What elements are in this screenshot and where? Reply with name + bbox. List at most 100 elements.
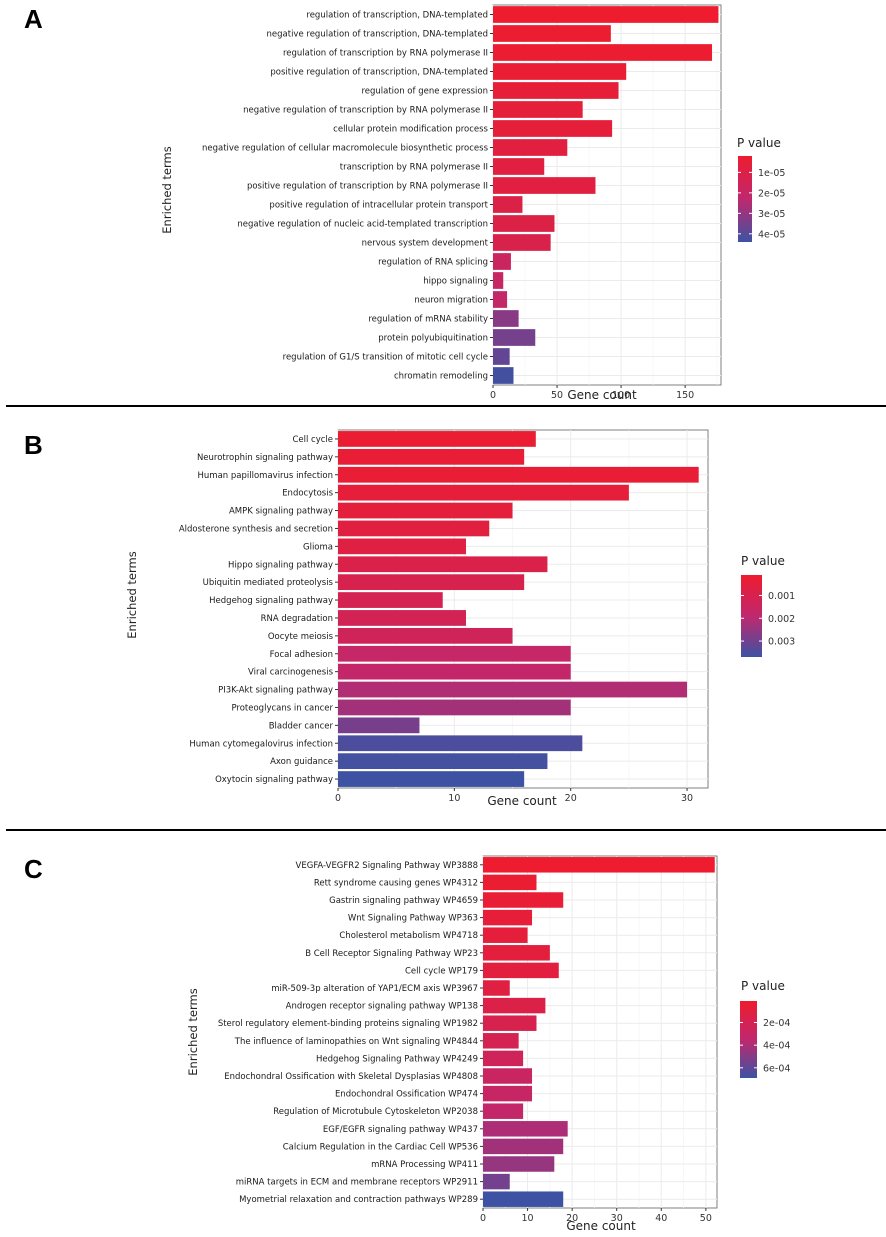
bar — [338, 592, 443, 608]
category-label: hippo signaling — [423, 277, 488, 287]
bar — [483, 1085, 533, 1102]
category-label: Hedgehog signaling pathway — [209, 596, 333, 606]
category-label: negative regulation of cellular macromol… — [202, 144, 489, 154]
y-axis-title: Enriched terms — [125, 551, 139, 638]
category-label: mRNA Processing WP411 — [371, 1160, 478, 1170]
bar — [493, 25, 611, 42]
bar — [338, 610, 466, 626]
panel-letter: B — [24, 430, 43, 460]
bar — [483, 1103, 524, 1119]
category-label: Regulation of Microtubule Cytoskeleton W… — [273, 1107, 478, 1117]
bar — [493, 367, 514, 384]
legend-title: P value — [741, 979, 785, 993]
category-label: Neurotrophin signaling pathway — [197, 453, 333, 463]
bar — [493, 177, 596, 194]
category-label: Cell cycle — [292, 435, 333, 445]
y-axis-title: Enriched terms — [160, 146, 174, 233]
category-label: Calcium Regulation in the Cardiac Cell W… — [283, 1142, 478, 1152]
bar — [338, 717, 420, 734]
bar — [493, 82, 619, 99]
category-label: nervous system development — [362, 239, 489, 249]
bar — [493, 291, 508, 308]
category-label: Human papillomavirus infection — [198, 471, 333, 481]
x-tick-label: 30 — [611, 1213, 623, 1224]
bar — [338, 771, 525, 787]
bar — [338, 520, 490, 537]
bar — [483, 980, 510, 996]
category-label: Cell cycle WP179 — [405, 966, 478, 976]
bar — [493, 63, 627, 80]
category-label: Human cytomegalovirus infection — [189, 739, 333, 749]
category-label: Ubiquitin mediated proteolysis — [203, 578, 334, 588]
bar — [483, 1015, 537, 1031]
category-label: Myometrial relaxation and contraction pa… — [239, 1195, 478, 1205]
bar — [493, 6, 719, 23]
category-label: regulation of transcription, DNA-templat… — [306, 11, 488, 21]
category-label: negative regulation of nucleic acid-temp… — [237, 220, 488, 230]
plot-area — [482, 855, 718, 1209]
bar — [493, 158, 545, 175]
category-label: positive regulation of transcription by … — [247, 182, 488, 192]
category-label: Gastrin signaling pathway WP4659 — [329, 896, 478, 906]
category-label: Endocytosis — [282, 489, 333, 499]
category-label: B Cell Receptor Signaling Pathway WP23 — [305, 949, 478, 959]
bar — [483, 945, 550, 961]
bar — [338, 538, 466, 555]
panel-C: C VEGFA-VEGFR2 Signaling Pathway WP3888 Re… — [24, 854, 790, 1233]
bar — [483, 874, 537, 891]
bar — [493, 272, 504, 289]
bar — [338, 735, 583, 752]
x-tick-label: 100 — [612, 390, 630, 401]
category-label: miRNA targets in ECM and membrane recept… — [236, 1178, 478, 1188]
bar — [483, 1068, 533, 1084]
category-label: Wnt Signaling Pathway WP363 — [348, 914, 478, 924]
category-label: Endochondral Ossification WP474 — [335, 1090, 478, 1100]
category-label: regulation of transcription by RNA polym… — [283, 49, 488, 59]
category-label: VEGFA-VEGFR2 Signaling Pathway WP3888 — [296, 861, 478, 871]
category-label: regulation of G1/S transition of mitotic… — [283, 353, 488, 363]
category-label: RNA degradation — [261, 614, 333, 624]
bar — [338, 431, 536, 447]
category-label: Proteoglycans in cancer — [231, 703, 333, 713]
plot-area — [337, 429, 709, 789]
bar — [493, 348, 510, 365]
category-label: Oxytocin signaling pathway — [215, 775, 333, 785]
category-label: Hedgehog Signaling Pathway WP4249 — [316, 1054, 478, 1064]
category-label: Endochondral Ossification with Skeletal … — [224, 1072, 478, 1082]
bar — [483, 1033, 519, 1049]
x-tick-label: 150 — [676, 390, 694, 401]
x-tick-label: 40 — [655, 1213, 667, 1224]
x-tick-label: 0 — [490, 390, 496, 401]
category-label: negative regulation of transcription, DN… — [267, 30, 488, 40]
bar — [338, 663, 571, 680]
bar — [483, 927, 528, 943]
bar — [493, 253, 511, 270]
bar — [483, 997, 546, 1014]
category-label: Viral carcinogenesis — [248, 668, 334, 678]
bar — [483, 1191, 564, 1207]
category-label: Axon guidance — [270, 757, 333, 767]
x-tick-label: 50 — [551, 390, 563, 401]
x-tick-label: 50 — [700, 1213, 712, 1224]
bar — [493, 234, 551, 251]
x-tick-label: 20 — [565, 793, 577, 804]
category-label: neuron migration — [414, 296, 488, 306]
legend: P value 0.001 0.002 0.003 — [741, 554, 795, 657]
category-label: EGF/EGFR signaling pathway WP437 — [323, 1125, 478, 1135]
category-label: transcription by RNA polymerase II — [340, 163, 488, 173]
legend-tick-label: 0.003 — [768, 637, 795, 648]
bar — [493, 120, 613, 137]
bar — [483, 909, 533, 926]
legend-tick-label: 2e-05 — [758, 188, 785, 199]
legend: P value 2e-04 4e-04 6e-04 — [740, 979, 790, 1078]
category-label: Aldosterone synthesis and secretion — [179, 524, 333, 534]
legend-tick-label: 2e-04 — [763, 1018, 790, 1029]
panel-B: B Cell cycle Neurotrophin signaling pathwa… — [24, 429, 795, 808]
x-axis-title: Gene count — [566, 1219, 636, 1233]
category-label: Focal adhesion — [270, 650, 333, 660]
legend-tick-label: 6e-04 — [763, 1063, 790, 1074]
bar — [493, 101, 583, 118]
category-label: chromatin remodeling — [394, 372, 488, 382]
